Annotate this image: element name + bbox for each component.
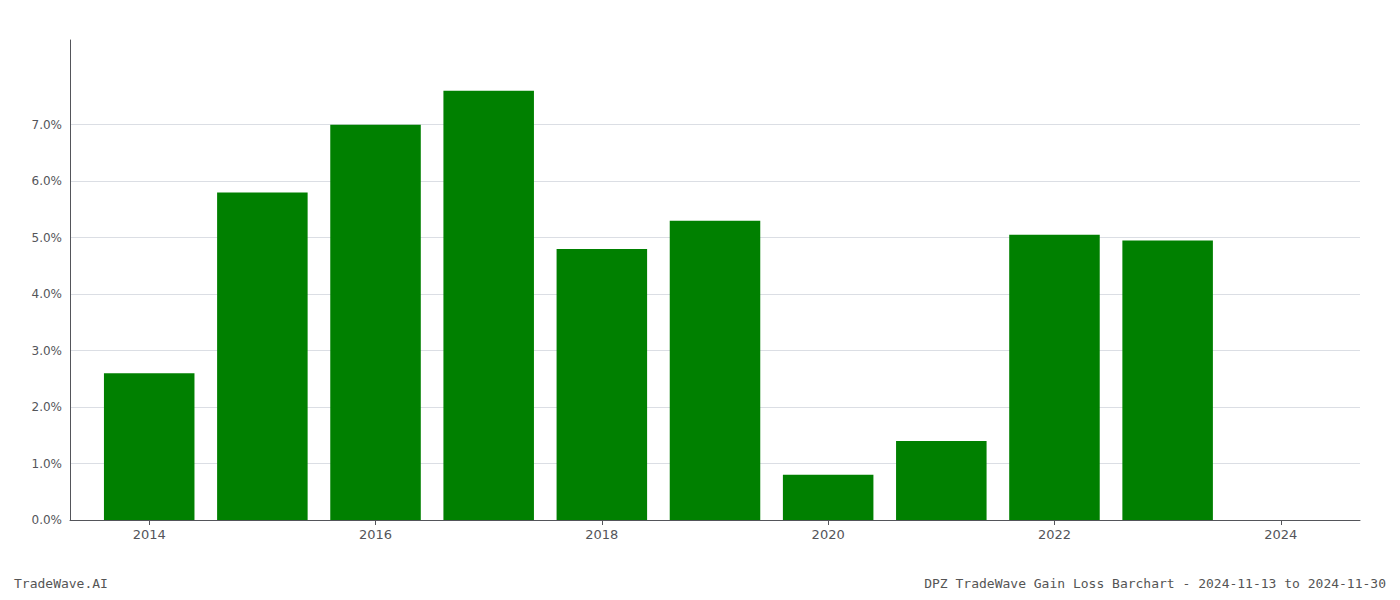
svg-text:DPZ TradeWave Gain Loss Barcha: DPZ TradeWave Gain Loss Barchart - 2024-… [924,576,1386,591]
svg-text:2020: 2020 [812,527,845,542]
svg-text:2022: 2022 [1038,527,1071,542]
svg-text:7.0%: 7.0% [32,118,63,132]
svg-text:TradeWave.AI: TradeWave.AI [14,576,108,591]
svg-text:2016: 2016 [359,527,392,542]
svg-text:1.0%: 1.0% [32,457,63,471]
svg-text:0.0%: 0.0% [32,513,63,527]
svg-text:6.0%: 6.0% [32,174,63,188]
svg-text:2.0%: 2.0% [32,400,63,414]
svg-text:3.0%: 3.0% [32,344,63,358]
svg-text:4.0%: 4.0% [32,287,63,301]
svg-text:2024: 2024 [1264,527,1297,542]
svg-text:2018: 2018 [585,527,618,542]
svg-text:2014: 2014 [133,527,166,542]
svg-text:5.0%: 5.0% [32,231,63,245]
